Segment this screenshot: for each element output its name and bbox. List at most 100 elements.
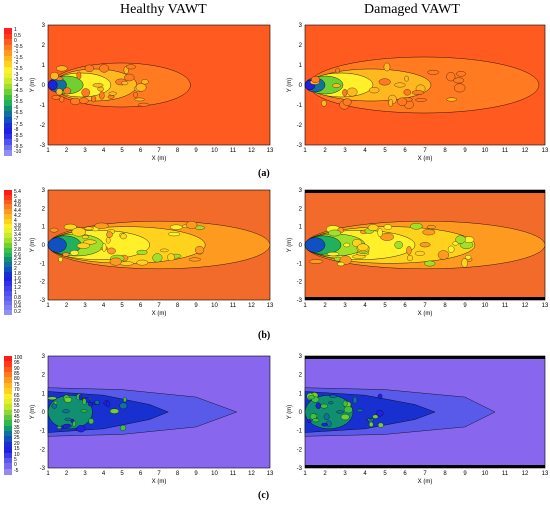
contour-blob: [340, 413, 350, 421]
colorbar-swatch: [4, 89, 12, 96]
contour-blob: [437, 250, 450, 260]
contour-blob: [51, 403, 57, 409]
contour-blob: [134, 97, 145, 102]
contour-blob: [342, 89, 348, 97]
colorbar-label: 2.4: [14, 256, 21, 263]
colorbar-label: 1.2: [14, 285, 21, 292]
x-tick-label: 3: [343, 471, 347, 477]
contour-blob: [323, 413, 330, 420]
colorbar-swatch: [4, 100, 12, 107]
contour-blob: [335, 67, 340, 74]
colorbar-swatch: [4, 78, 12, 85]
colorbar-swatch: [4, 266, 12, 272]
contour-blob: [120, 233, 127, 240]
contour-blob: [79, 97, 89, 104]
contour-level-2: [47, 395, 93, 429]
colorbar-swatch: [4, 388, 12, 395]
colorbar-swatch: [4, 139, 12, 146]
x-tick-label: 2: [323, 148, 327, 154]
y-axis-title: Y (m): [30, 238, 36, 253]
colorbar-label: 3.8: [14, 222, 21, 229]
contour-blob: [377, 228, 383, 237]
contour-blob: [72, 420, 76, 427]
y-tick-label: 0: [42, 410, 46, 416]
colorbar-swatch: [4, 61, 12, 68]
x-tick-label: 10: [482, 148, 489, 154]
contour-blob: [126, 64, 136, 70]
colorbar-label: -4: [14, 82, 19, 89]
x-tick-label: 2: [65, 471, 69, 477]
colorbar-swatch: [4, 94, 12, 101]
colorbar-label: 25: [14, 435, 20, 442]
colorbar-label: 4.2: [14, 213, 21, 220]
colorbar-swatch: [4, 66, 12, 73]
colorbar-label: 0.2: [14, 309, 21, 316]
contour-blob: [76, 425, 86, 433]
x-tick-label: 4: [363, 471, 367, 477]
colorbar-swatch: [4, 55, 12, 62]
x-tick-label: 6: [139, 471, 143, 477]
contour-blob: [106, 231, 113, 238]
x-tick-label: 4: [102, 303, 106, 309]
x-tick-label: 4: [102, 471, 106, 477]
y-tick-label: 2: [299, 206, 303, 212]
colorbar-label: 20: [14, 440, 20, 447]
contour-blob: [138, 102, 150, 107]
x-tick-label: 4: [363, 303, 367, 309]
x-tick-label: 8: [176, 148, 180, 154]
contour-blob: [124, 73, 135, 82]
colorbar-label: 0.5: [14, 32, 21, 39]
colorbar-label: 65: [14, 392, 20, 399]
colorbar-label: 1: [14, 289, 17, 296]
colorbar-label: 85: [14, 371, 20, 378]
colorbar-label: -4.5: [14, 88, 23, 95]
colorbar-swatch: [4, 441, 12, 448]
contour-blob: [346, 87, 358, 97]
colorbar-label: 0.4: [14, 304, 21, 311]
contour-blob: [411, 90, 424, 95]
x-tick-label: 11: [230, 303, 237, 309]
x-tick-label: 10: [211, 148, 218, 154]
y-tick-label: 2: [299, 373, 303, 379]
contour-blob: [62, 252, 70, 257]
contour-blob: [454, 83, 466, 93]
contour-blob: [119, 402, 128, 410]
colorbar-swatch: [4, 452, 12, 459]
contour-blob: [84, 226, 94, 231]
x-tick-label: 13: [267, 148, 274, 154]
colorbar-swatch: [4, 310, 12, 316]
contour-blob: [367, 224, 379, 231]
y-axis-title: Y (m): [287, 238, 293, 253]
colorbar-label: -5: [14, 467, 19, 474]
colorbar-swatch: [4, 39, 12, 46]
contour-blob: [326, 252, 340, 257]
colorbar-swatch: [4, 409, 12, 416]
colorbar-swatch: [4, 295, 12, 301]
damaged-vawt-title: Damaged VAWT: [364, 2, 460, 17]
colorbar-label: -3: [14, 71, 19, 78]
colorbar-label: 70: [14, 387, 20, 394]
contour-blob: [102, 243, 107, 252]
contour-blob: [94, 222, 109, 229]
colorbar-label: -2: [14, 60, 19, 67]
colorbar-swatch: [4, 404, 12, 411]
contour-panel-a-damaged: 1 2 3 4 5 6 7 8 9 10 11 12 13 3 2 1 0 -1 -2 -3 X (m) Y (m): [287, 23, 549, 167]
colorbar-label: -0.5: [14, 43, 23, 50]
colorbar-label: 4.4: [14, 208, 21, 215]
contour-blob: [64, 417, 72, 422]
x-tick-label: 5: [383, 303, 387, 309]
y-tick-label: 1: [42, 391, 46, 397]
colorbar-swatch: [4, 305, 12, 311]
y-tick-label: -3: [297, 298, 303, 304]
x-tick-label: 7: [423, 471, 427, 477]
y-tick-label: 0: [299, 410, 303, 416]
x-tick-label: 13: [267, 471, 274, 477]
bottom-boundary-band: [305, 297, 545, 300]
contour-blob: [343, 242, 351, 248]
colorbar-swatch: [4, 382, 12, 389]
colorbar-swatch: [4, 281, 12, 287]
colorbar-swatch: [4, 252, 12, 258]
